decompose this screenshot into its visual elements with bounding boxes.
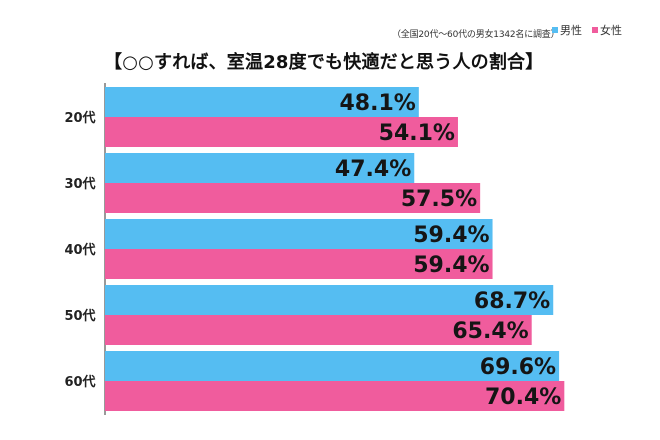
bar-female xyxy=(105,183,481,213)
bar-male xyxy=(105,219,493,249)
survey-note: （全国20代～60代の男女1342名に調査） xyxy=(392,30,560,40)
legend: 男性 女性 xyxy=(552,22,622,38)
category-label: 60代 xyxy=(64,374,95,390)
bar-male xyxy=(105,285,554,315)
legend-label-female: 女性 xyxy=(600,24,622,37)
data-label-female: 57.5% xyxy=(401,187,477,212)
bar-female xyxy=(105,249,493,279)
data-label-male: 47.4% xyxy=(335,157,411,182)
category-label: 30代 xyxy=(64,176,95,192)
chart-title: 【○○すれば、室温28度でも快適だと思う人の割合】 xyxy=(104,52,544,73)
bar-female xyxy=(105,117,458,147)
category-label: 40代 xyxy=(64,242,95,258)
data-label-male: 48.1% xyxy=(339,91,415,116)
bar-male xyxy=(105,153,415,183)
data-label-female: 54.1% xyxy=(379,121,455,146)
bar-female xyxy=(105,381,565,411)
category-label: 50代 xyxy=(64,308,95,324)
data-label-female: 59.4% xyxy=(413,253,489,278)
legend-item-female: 女性 xyxy=(592,22,622,38)
bar-female xyxy=(105,315,532,345)
data-label-male: 68.7% xyxy=(474,289,550,314)
legend-swatch-female xyxy=(592,27,598,33)
bar-male xyxy=(105,351,560,381)
legend-swatch-male xyxy=(552,27,558,33)
legend-item-male: 男性 xyxy=(552,22,582,38)
data-label-male: 59.4% xyxy=(413,223,489,248)
bar-male xyxy=(105,87,419,117)
data-label-female: 65.4% xyxy=(452,319,528,344)
legend-label-male: 男性 xyxy=(560,24,582,37)
data-label-female: 70.4% xyxy=(485,385,561,410)
data-label-male: 69.6% xyxy=(480,355,556,380)
category-label: 20代 xyxy=(64,110,95,126)
